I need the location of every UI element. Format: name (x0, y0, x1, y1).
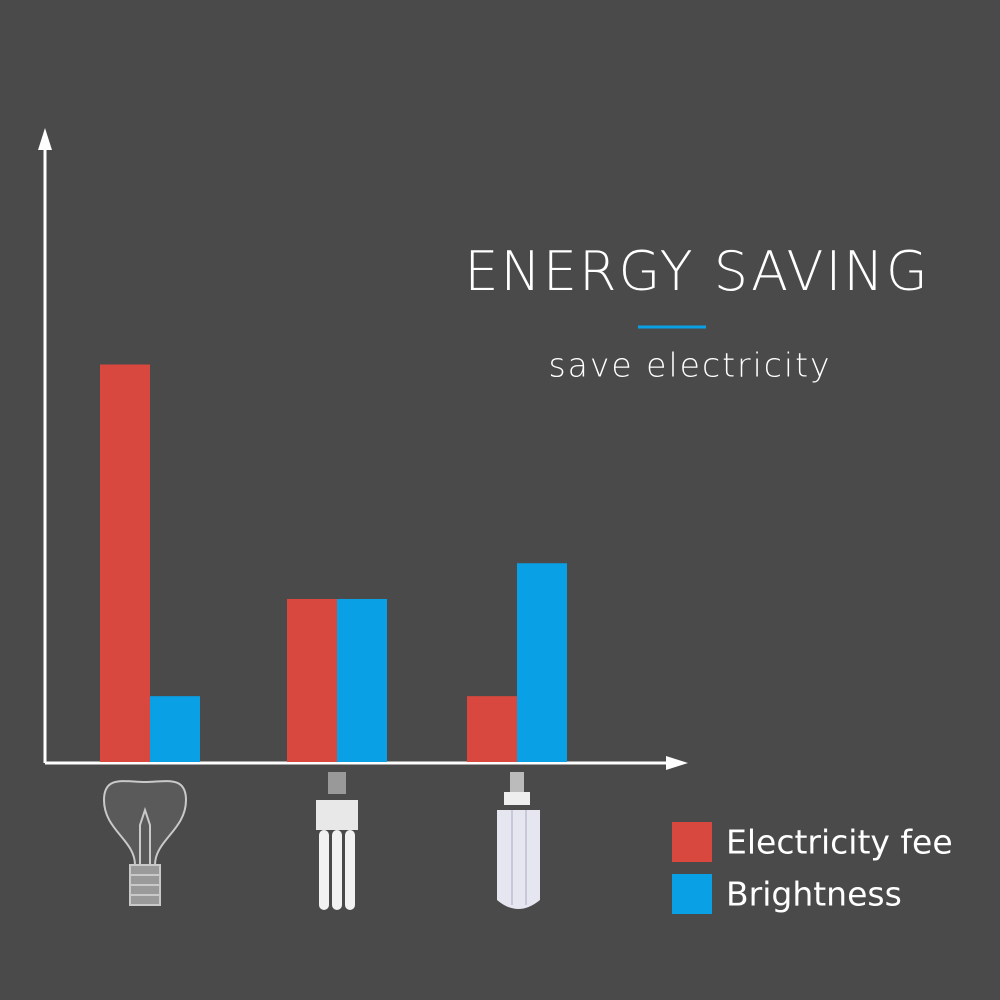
bar (150, 696, 200, 762)
chart-subtitle: save electricity (548, 346, 831, 385)
incandescent-bulb-icon (102, 780, 188, 906)
chart-title: ENERGY SAVING (464, 240, 929, 303)
x-axis-arrow (666, 756, 688, 770)
legend-swatch (672, 822, 712, 862)
legend-swatch (672, 874, 712, 914)
led-bulb-icon (497, 772, 540, 909)
bar (517, 563, 567, 762)
legend-label: Brightness (726, 875, 902, 914)
bar (467, 696, 517, 762)
bar (287, 598, 337, 762)
y-axis-arrow (38, 128, 52, 150)
legend-label: Electricity fee (726, 823, 953, 862)
bar (337, 598, 387, 762)
cfl-bulb-icon (316, 772, 358, 910)
bar (100, 364, 150, 762)
